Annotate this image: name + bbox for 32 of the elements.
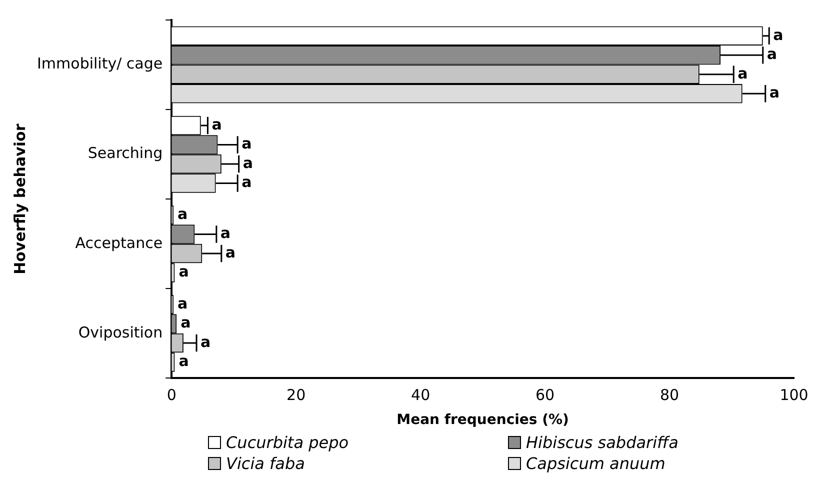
data-label: a — [242, 154, 253, 172]
y-tick-label: Oviposition — [78, 323, 163, 342]
y-axis-title: Hoverfly behavior — [10, 123, 29, 274]
x-tick-label: 0 — [166, 386, 176, 404]
x-tick-label: 40 — [411, 386, 430, 404]
x-tick-label: 80 — [660, 386, 680, 404]
data-label: a — [242, 134, 252, 153]
text: Cucurbita pepo — [226, 433, 349, 452]
data-label: a — [212, 115, 222, 134]
data-label: a — [738, 64, 748, 82]
data-label: a — [200, 332, 211, 351]
legend-label: Vicia faba — [226, 454, 305, 473]
y-tick-label: Searching — [88, 144, 163, 162]
data-label: a — [177, 204, 188, 223]
data-label: a — [178, 262, 189, 281]
data-label: a — [769, 84, 780, 102]
data-label: a — [178, 352, 189, 370]
data-label: a — [242, 173, 252, 192]
data-label: a — [766, 45, 778, 64]
legend-label: Capsicum anuum — [526, 454, 666, 473]
legend-label: Hibiscus sabdariffa — [526, 433, 678, 452]
x-tick-label: 60 — [536, 386, 555, 404]
x-tick-label: 100 — [780, 386, 808, 404]
y-tick-label: Acceptance — [75, 234, 163, 252]
x-axis-title: Mean frequencies (%) — [396, 412, 569, 428]
data-label: a — [180, 314, 191, 332]
data-label: a — [220, 224, 231, 242]
x-tick-label: 20 — [286, 386, 306, 404]
data-label: a — [177, 294, 188, 312]
y-tick-label: Immobility/ cage — [36, 54, 163, 73]
data-label: a — [773, 26, 784, 44]
data-label: a — [225, 243, 236, 262]
